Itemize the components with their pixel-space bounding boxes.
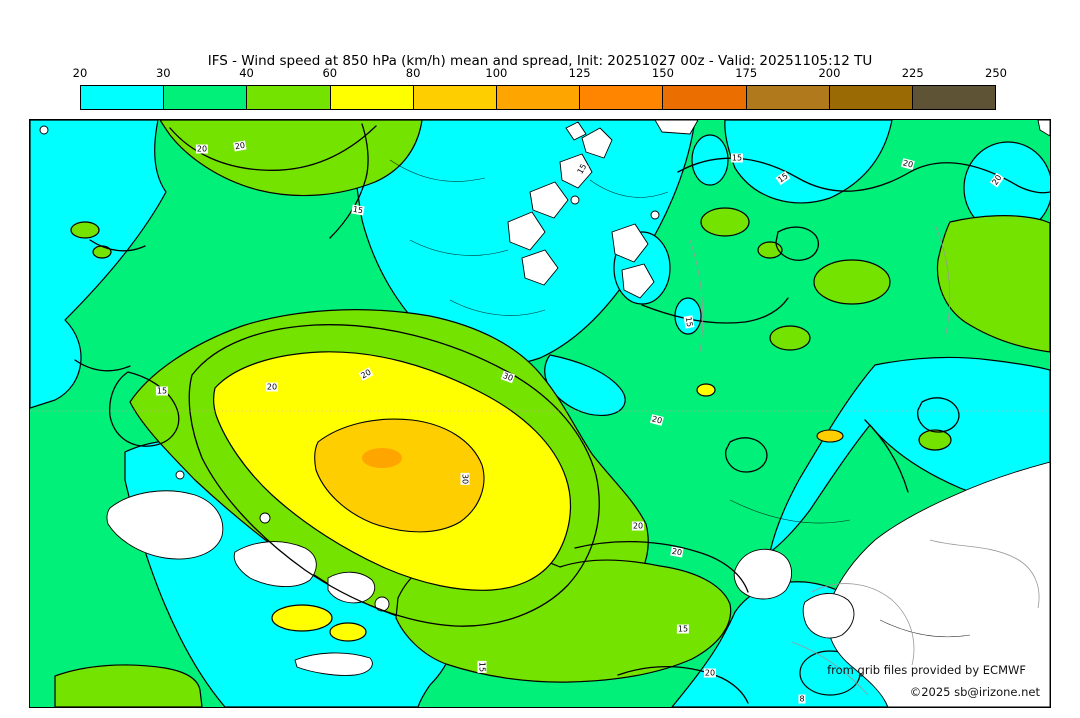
contour-label-8: 8 — [798, 694, 806, 704]
contour-label-15: 15 — [351, 204, 365, 216]
contour-label-20: 20 — [265, 382, 279, 392]
colorbar-tick-80: 80 — [405, 66, 421, 80]
colorbar-segment-200-225 — [829, 86, 913, 109]
contour-label-30: 30 — [460, 472, 470, 486]
chart-title: IFS - Wind speed at 850 hPa (km/h) mean … — [207, 53, 873, 69]
colorbar-segment-125-150 — [580, 86, 664, 109]
band-below-20-regions — [39, 120, 1050, 707]
colorbar-segment-80-100 — [413, 86, 497, 109]
colorbar-tick-250: 250 — [985, 66, 1007, 80]
contour-label-15: 15 — [155, 386, 169, 396]
colorbar-tick-150: 150 — [651, 66, 674, 80]
colorbar-tick-60: 60 — [322, 66, 338, 80]
contour-label-15: 15 — [730, 153, 744, 163]
contour-label-15: 15 — [676, 624, 690, 634]
contour-label-20: 20 — [670, 546, 684, 558]
colorbar-tick-20: 20 — [72, 66, 88, 80]
contour-label-15: 15 — [477, 660, 487, 674]
colorbar-tick-200: 200 — [818, 66, 841, 80]
band-80-100-regions — [314, 418, 844, 533]
contour-label-20: 20 — [703, 668, 717, 678]
contour-label-15: 15 — [683, 315, 695, 329]
map-svg — [30, 120, 1050, 707]
wind-speed-colorbar — [80, 85, 996, 110]
colorbar-tick-100: 100 — [485, 66, 508, 80]
colorbar-tick-175: 175 — [735, 66, 758, 80]
colorbar-segment-150-175 — [663, 86, 747, 109]
colorbar-segment-100-125 — [496, 86, 581, 109]
colorbar-segment-60-80 — [330, 86, 414, 109]
colorbar-tick-125: 125 — [568, 66, 591, 80]
contour-label-20: 20 — [195, 144, 209, 154]
colorbar-tick-labels: 20 30 40 60 80 100 125 150 175 200 225 250 — [73, 66, 1007, 82]
colorbar-segment-30-40 — [164, 86, 248, 109]
contour-label-20: 20 — [631, 521, 645, 531]
map-canvas: 20 20 15 15 15 15 20 20 15 15 20 20 30 30 20 20 20 15 20 15… — [29, 119, 1051, 708]
colorbar-tick-30: 30 — [155, 66, 171, 80]
spread-contour-lines — [389, 159, 971, 638]
colorbar-segment-225-250 — [912, 86, 996, 109]
colorbar-tick-40: 40 — [239, 66, 254, 80]
border-lines — [689, 224, 1040, 696]
contour-lines — [74, 123, 1050, 704]
attribution-source: from grib files provided by ECMWF — [827, 663, 1026, 677]
colorbar-segment-40-60 — [247, 86, 331, 109]
band-100-125-regions — [362, 448, 402, 468]
attribution-copyright: ©2025 sb@irizone.net — [909, 685, 1040, 699]
colorbar-segment-20-30 — [81, 86, 165, 109]
colorbar-tick-225: 225 — [901, 66, 924, 80]
colorbar-segment-175-200 — [746, 86, 830, 109]
